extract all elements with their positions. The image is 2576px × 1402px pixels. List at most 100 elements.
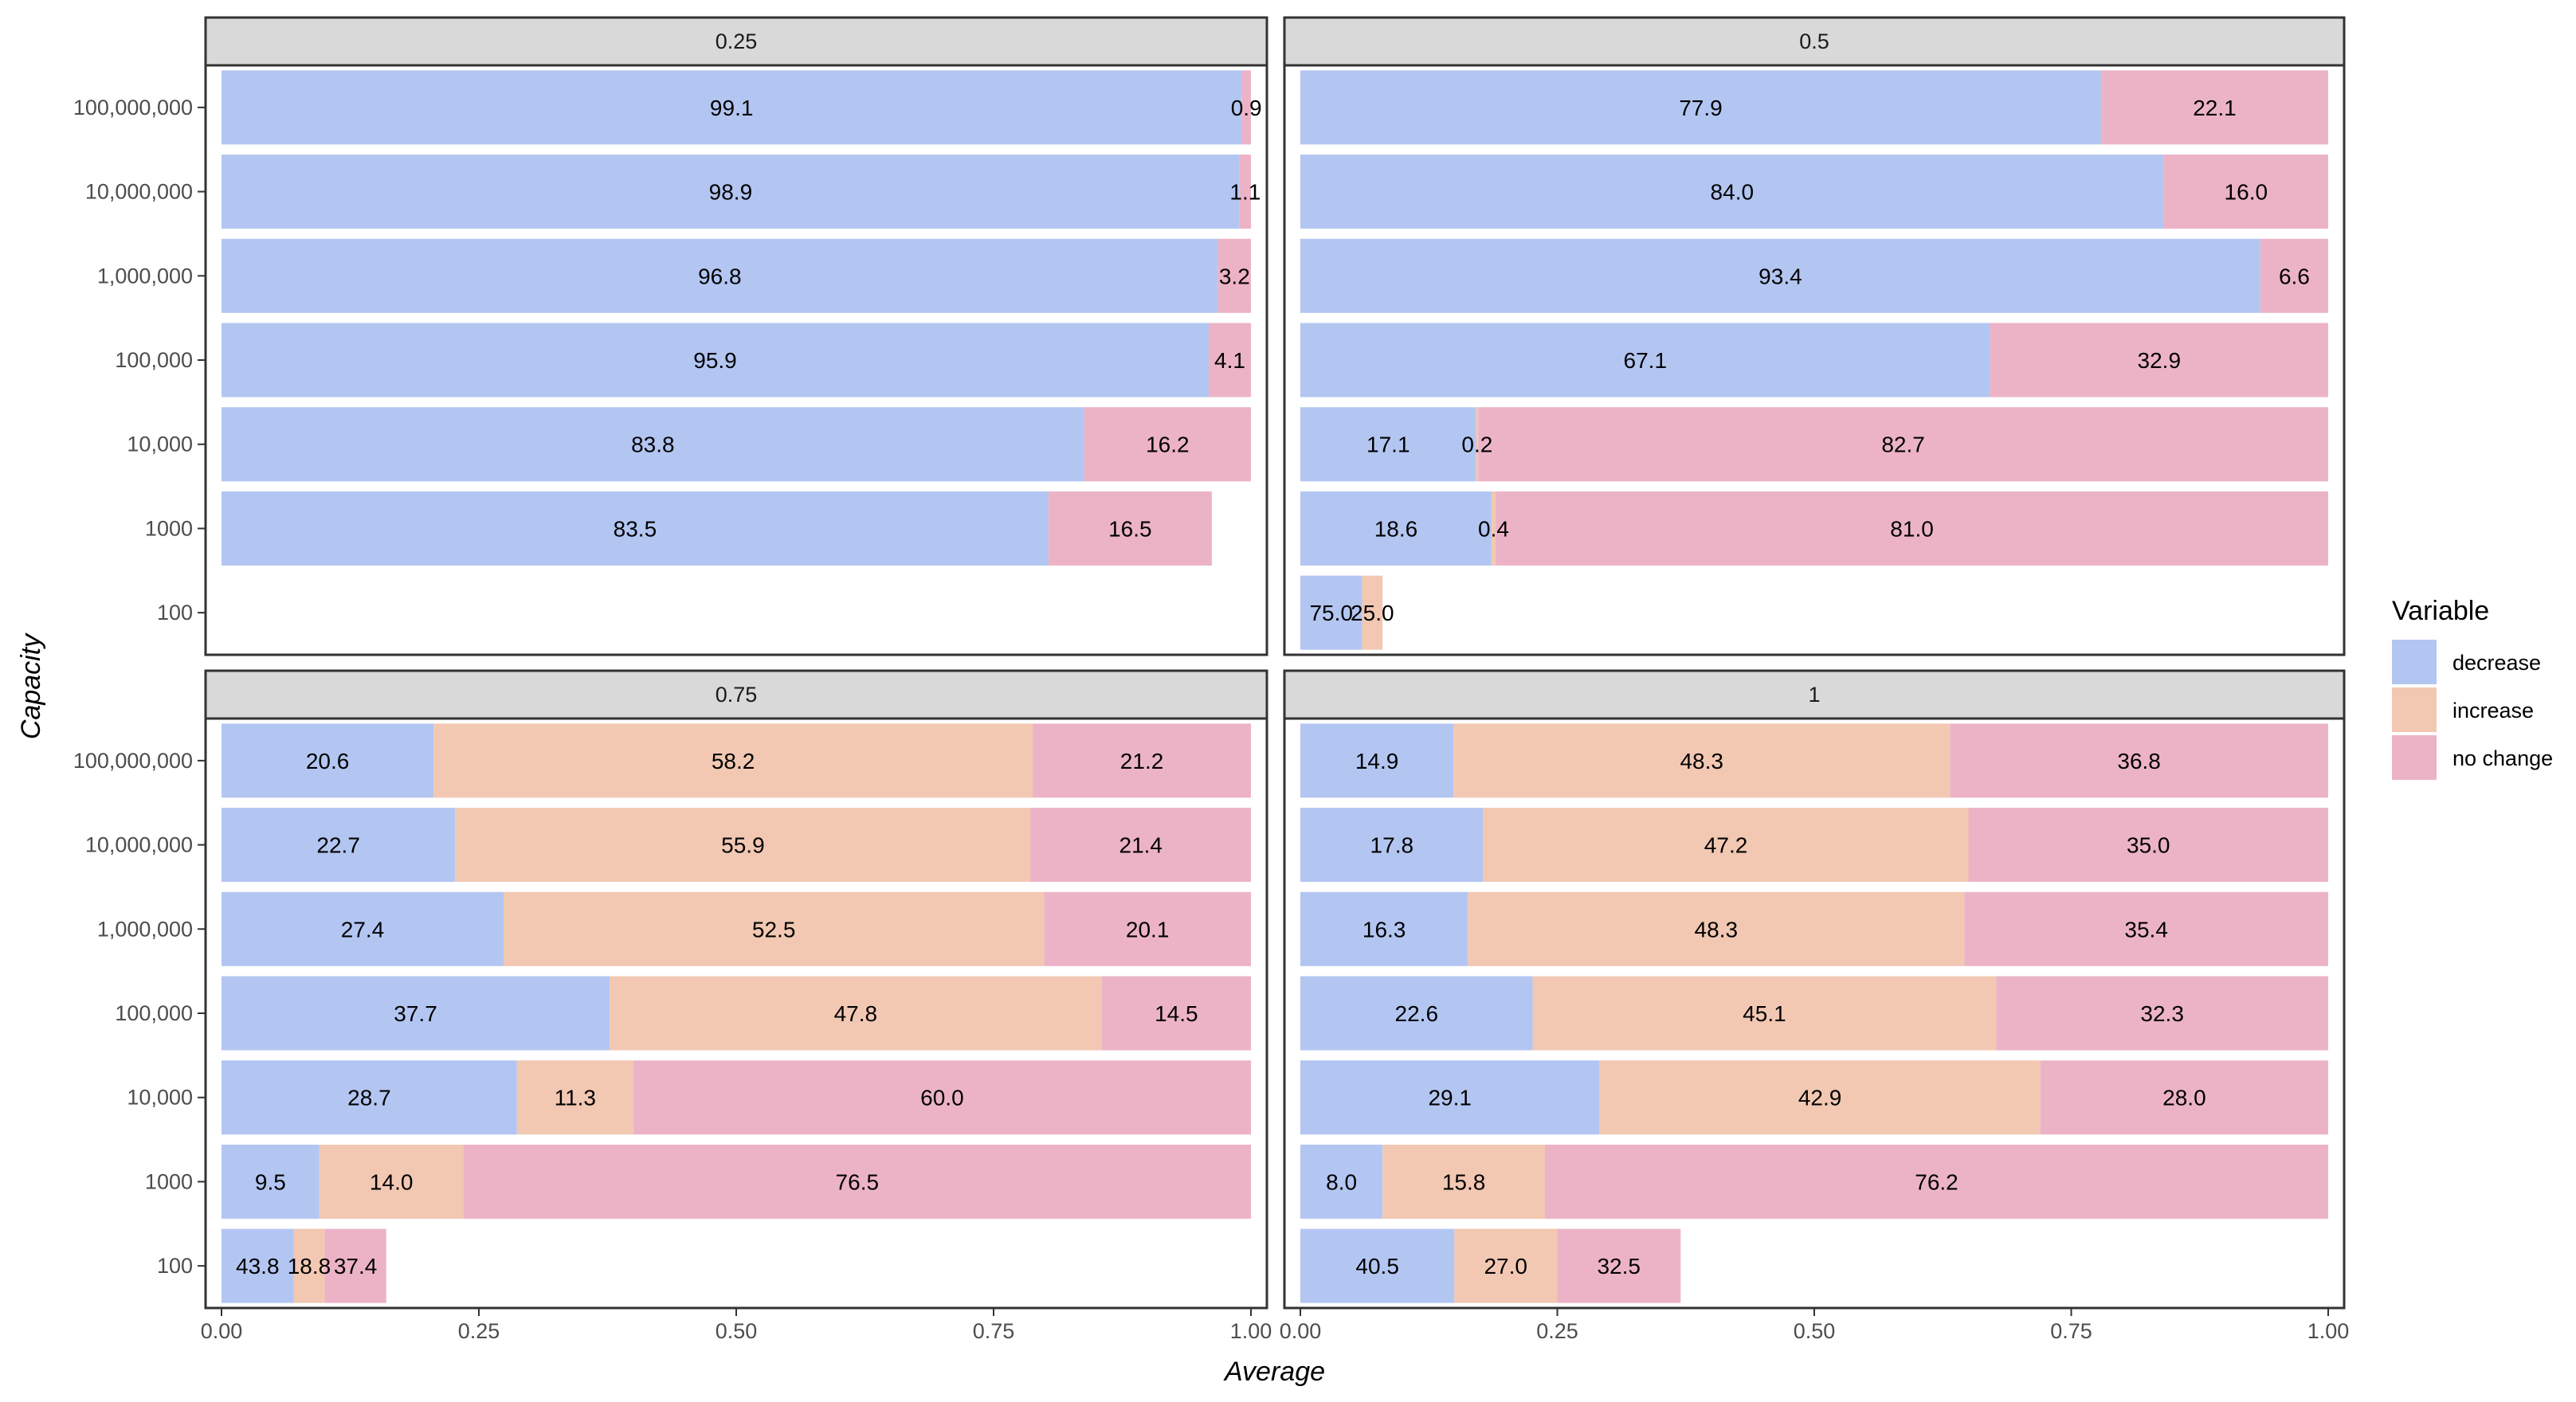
x-tick-label: 0.00: [1280, 1319, 1322, 1343]
bar-segment-no-change: [1545, 1144, 2328, 1219]
y-tick-label: 10,000: [127, 1086, 193, 1110]
bar-segment-decrease: [1300, 323, 1990, 397]
bar-value-label: 37.7: [394, 1001, 437, 1026]
bar-value-label: 67.1: [1624, 348, 1668, 373]
bar-segment-increase: [455, 808, 1031, 883]
y-axis-title: Capacity: [16, 632, 46, 739]
bar-value-label: 98.9: [709, 180, 753, 205]
bar-segment-increase: [1468, 891, 1965, 966]
y-tick-label: 100,000: [115, 1001, 193, 1025]
y-tick-label: 1,000,000: [97, 917, 193, 941]
bar-value-label: 18.8: [288, 1254, 331, 1279]
bar-value-label: 83.8: [631, 433, 675, 457]
bar-segment-no-change: [1033, 723, 1251, 798]
bar-segment-no-change: [1101, 976, 1251, 1051]
bar-segment-decrease: [222, 1228, 294, 1303]
bar-value-label: 76.5: [836, 1169, 880, 1194]
facet-strip-label: 0.25: [716, 29, 758, 53]
bar-segment-decrease: [222, 238, 1218, 313]
bar-value-label: 16.0: [2225, 180, 2268, 205]
bar-segment-decrease: [1300, 407, 1476, 482]
bar-segment-decrease: [222, 155, 1240, 229]
bar-segment-no-change: [1964, 891, 2328, 966]
bar-segment-decrease: [222, 976, 610, 1051]
x-tick-label: 1.00: [1230, 1319, 1272, 1343]
bar-segment-no-change: [1950, 723, 2328, 798]
bar-segment-decrease: [1300, 70, 2101, 145]
bar-value-label: 43.8: [236, 1254, 280, 1279]
bar-value-label: 32.3: [2140, 1001, 2184, 1026]
y-tick-label: 100: [157, 601, 193, 625]
bar-segment-no-change: [1990, 323, 2328, 397]
bar-value-label: 17.1: [1366, 433, 1410, 457]
legend-key-increase: [2392, 687, 2437, 732]
bar-segment-increase: [610, 976, 1102, 1051]
facet-strip-label: 0.75: [716, 683, 758, 707]
bar-value-label: 35.0: [2127, 833, 2170, 858]
bar-value-label: 9.5: [255, 1169, 286, 1194]
bar-value-label: 25.0: [1351, 601, 1394, 625]
bar-segment-decrease: [222, 1144, 320, 1219]
bar-value-label: 0.9: [1231, 96, 1262, 120]
bar-value-label: 0.4: [1478, 516, 1509, 541]
panel-border: [1283, 64, 2346, 656]
bar-value-label: 76.2: [1915, 1169, 1958, 1194]
bar-value-label: 0.2: [1461, 433, 1492, 457]
bar-segment-no-change: [1996, 976, 2328, 1051]
x-tick-label: 1.00: [2307, 1319, 2350, 1343]
bar-value-label: 14.9: [1355, 749, 1399, 773]
bar-value-label: 32.9: [2138, 348, 2182, 373]
y-tick-label: 100: [157, 1254, 193, 1278]
bar-value-label: 36.8: [2117, 749, 2161, 773]
bar-segment-decrease: [1300, 723, 1454, 798]
bar-segment-increase: [433, 723, 1033, 798]
bar-value-label: 20.6: [306, 749, 350, 773]
bar-value-label: 16.3: [1362, 917, 1406, 942]
legend-key-no-change: [2392, 735, 2437, 780]
bar-segment-no-change: [1478, 407, 2328, 482]
bar-segment-no-change: [1044, 891, 1251, 966]
bar-value-label: 1.1: [1229, 180, 1261, 205]
legend-label: increase: [2452, 699, 2534, 723]
bar-value-label: 32.5: [1597, 1254, 1641, 1279]
bar-value-label: 14.5: [1155, 1001, 1198, 1026]
facet-strip-label: 0.5: [1799, 29, 1829, 53]
bar-segment-decrease: [1300, 575, 1362, 650]
legend-key-decrease: [2392, 640, 2437, 684]
bar-value-label: 93.4: [1759, 264, 1802, 288]
bar-value-label: 20.1: [1126, 917, 1170, 942]
bar-segment-decrease: [1300, 1144, 1383, 1219]
y-tick-label: 10,000,000: [85, 833, 193, 857]
y-tick-label: 10,000,000: [85, 180, 193, 204]
facet-panel: 0.75 20.6 58.2 21.2 22.7 55.9 21.4 27.4 52.5 20.1…: [73, 669, 1272, 1343]
bar-value-label: 6.6: [2279, 264, 2310, 288]
bar-segment-decrease: [222, 70, 1242, 145]
x-tick-label: 0.50: [716, 1319, 758, 1343]
bar-segment-decrease: [1300, 808, 1484, 883]
bar-segment-increase: [293, 1228, 325, 1303]
facet-strip: [1283, 16, 2346, 67]
bar-segment-decrease: [1300, 976, 1533, 1051]
legend-title: Variable: [2392, 596, 2489, 626]
bar-segment-no-change: [1030, 808, 1251, 883]
bar-segment-decrease: [222, 891, 504, 966]
bar-value-label: 17.8: [1370, 833, 1414, 858]
bar-segment-no-change: [1209, 323, 1251, 397]
bar-segment-increase: [1476, 407, 1479, 482]
bar-value-label: 81.0: [1890, 516, 1934, 541]
y-tick-label: 10,000: [127, 433, 193, 456]
facet-strip: [204, 669, 1268, 720]
y-tick-label: 1000: [145, 1169, 193, 1193]
legend: Variable decrease increase no change: [2392, 596, 2553, 780]
bar-segment-decrease: [222, 491, 1049, 566]
bar-segment-increase: [319, 1144, 464, 1219]
facet-strip-label: 1: [1808, 683, 1820, 707]
bar-value-label: 96.8: [698, 264, 742, 288]
bar-segment-decrease: [222, 723, 434, 798]
bar-value-label: 28.7: [347, 1086, 391, 1110]
facet-panel: 0.5 77.9 22.1 84.0 16.0 93.4 6.6 67.1 32.9 17.1 0.…: [1283, 16, 2346, 656]
bar-segment-decrease: [222, 808, 456, 883]
bar-segment-decrease: [1300, 891, 1468, 966]
bar-segment-decrease: [1300, 1228, 1455, 1303]
bar-segment-increase: [1362, 575, 1383, 650]
